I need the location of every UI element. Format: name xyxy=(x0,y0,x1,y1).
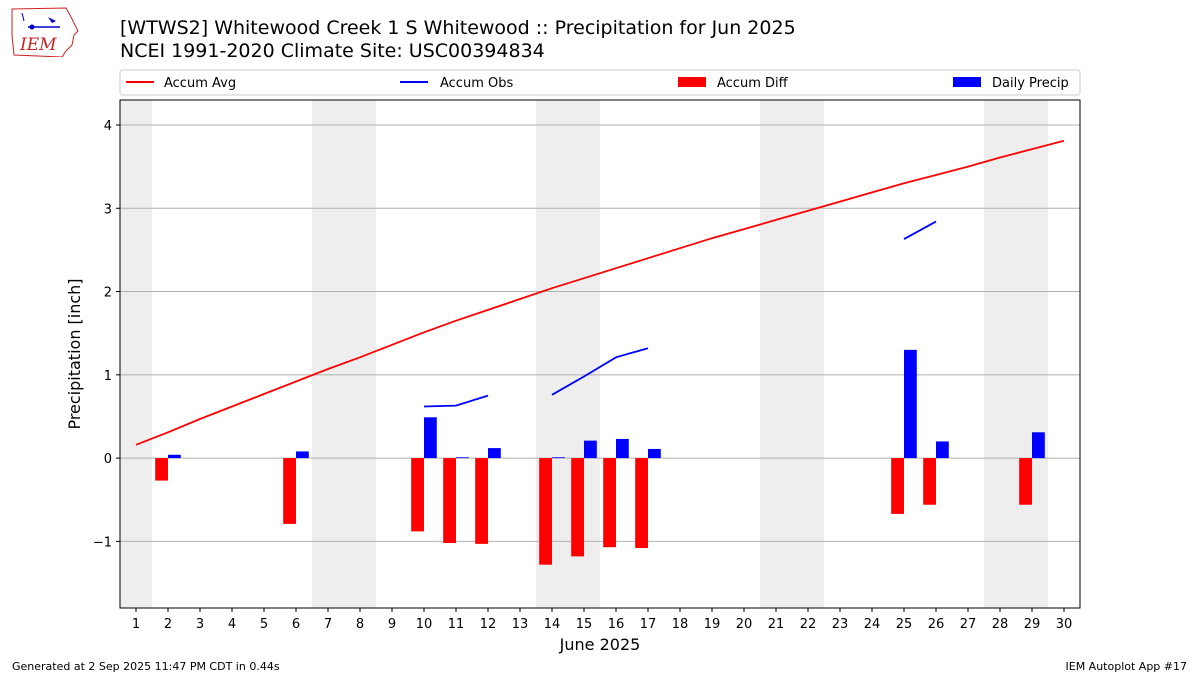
y-tick-label: −1 xyxy=(93,535,112,550)
accum-diff-bar xyxy=(475,458,488,544)
x-tick-label: 27 xyxy=(960,617,977,632)
x-tick-label: 9 xyxy=(388,617,396,632)
accum-diff-bar xyxy=(571,458,584,557)
x-tick-label: 24 xyxy=(864,617,881,632)
x-tick-label: 15 xyxy=(576,617,593,632)
x-tick-label: 16 xyxy=(608,617,625,632)
daily-precip-bar xyxy=(1032,432,1045,459)
legend: Accum Avg Accum Obs Accum Diff Daily Precip xyxy=(119,69,1081,96)
iem-iowa-logo-icon: IEM xyxy=(11,7,79,58)
plot-frame xyxy=(119,99,1081,609)
legend-label-accum-avg: Accum Avg xyxy=(164,76,236,91)
x-tick-label: 18 xyxy=(672,617,689,632)
accum-diff-bar xyxy=(603,458,616,548)
x-tick-label: 17 xyxy=(640,617,657,632)
footer-generated: Generated at 2 Sep 2025 11:47 PM CDT in … xyxy=(12,660,280,673)
daily-precip-bar xyxy=(904,349,917,459)
lines xyxy=(135,139,1065,446)
y-tick-label: 2 xyxy=(104,286,112,301)
x-tick-label: 30 xyxy=(1056,617,1073,632)
x-tick-label: 20 xyxy=(736,617,753,632)
x-tick-label: 23 xyxy=(832,617,849,632)
y-tick-label: 0 xyxy=(104,452,112,467)
daily-precip-bar xyxy=(584,440,597,459)
x-tick-label: 1 xyxy=(132,617,140,632)
x-tick-label: 29 xyxy=(1024,617,1041,632)
y-tick-label: 3 xyxy=(104,202,112,217)
logo-text: IEM xyxy=(19,35,57,55)
daily-precip-bar xyxy=(168,454,181,459)
x-tick-label: 28 xyxy=(992,617,1009,632)
accum-diff-bar xyxy=(443,458,456,544)
legend-box xyxy=(119,69,1081,96)
legend-label-accum-diff: Accum Diff xyxy=(717,76,789,91)
accum-obs-line xyxy=(423,394,489,408)
daily-precip-bar xyxy=(488,448,501,459)
accum-diff-bar xyxy=(283,458,296,524)
x-tick-label: 26 xyxy=(928,617,945,632)
legend-label-accum-obs: Accum Obs xyxy=(440,76,513,91)
y-axis-label: Precipitation [inch] xyxy=(65,278,84,429)
footer-app-id: IEM Autoplot App #17 xyxy=(1065,660,1188,673)
accum-diff-bar xyxy=(539,458,552,565)
weekend-band xyxy=(344,100,376,608)
accum-diff-bar xyxy=(891,458,904,514)
weekend-band xyxy=(120,100,152,608)
x-tick-label: 2 xyxy=(164,617,172,632)
y-tick-label: 1 xyxy=(104,369,112,384)
weekend-band xyxy=(760,100,792,608)
x-axis-label: June 2025 xyxy=(559,635,641,654)
accum-diff-bar xyxy=(1019,458,1032,505)
x-tick-label: 12 xyxy=(480,617,497,632)
x-tick-label: 4 xyxy=(228,617,236,632)
x-tick-label: 21 xyxy=(768,617,785,632)
legend-swatch-accum-diff xyxy=(678,77,706,87)
accum-obs-line xyxy=(903,220,937,240)
weekend-band xyxy=(1016,100,1048,608)
x-tick-label: 11 xyxy=(448,617,465,632)
gridlines xyxy=(120,124,1080,542)
accum-avg-line xyxy=(135,139,1065,446)
daily-precip-bar xyxy=(456,457,469,459)
x-tick-label: 19 xyxy=(704,617,721,632)
daily-precip-bar xyxy=(296,451,309,459)
x-tick-label: 3 xyxy=(196,617,204,632)
accum-diff-bar xyxy=(411,458,424,532)
accum-diff-bar xyxy=(635,458,648,549)
bars xyxy=(155,349,1045,565)
weekend-band xyxy=(312,100,344,608)
y-tick-label: 4 xyxy=(104,119,112,134)
weekend-band xyxy=(984,100,1016,608)
accum-diff-bar xyxy=(923,458,936,505)
accum-diff-bar xyxy=(155,458,168,481)
weekend-band xyxy=(792,100,824,608)
x-tick-label: 13 xyxy=(512,617,529,632)
x-tick-label: 8 xyxy=(356,617,364,632)
legend-swatch-daily-precip xyxy=(953,77,981,87)
x-tick-label: 25 xyxy=(896,617,913,632)
iem-logo: IEM xyxy=(8,5,82,61)
x-tick-label: 10 xyxy=(416,617,433,632)
x-tick-label: 7 xyxy=(324,617,332,632)
legend-label-daily-precip: Daily Precip xyxy=(992,76,1069,91)
chart-title: [WTWS2] Whitewood Creek 1 S Whitewood ::… xyxy=(120,17,796,39)
daily-precip-bar xyxy=(616,438,629,459)
x-tick-label: 5 xyxy=(260,617,268,632)
x-tick-label: 22 xyxy=(800,617,817,632)
daily-precip-bar xyxy=(936,441,949,459)
accum-obs-line xyxy=(551,347,649,396)
daily-precip-bar xyxy=(552,457,565,459)
x-tick-label: 14 xyxy=(544,617,561,632)
daily-precip-bar xyxy=(424,417,437,459)
daily-precip-bar xyxy=(648,448,661,459)
chart-subtitle: NCEI 1991-2020 Climate Site: USC00394834 xyxy=(120,40,545,62)
x-tick-label: 6 xyxy=(292,617,300,632)
